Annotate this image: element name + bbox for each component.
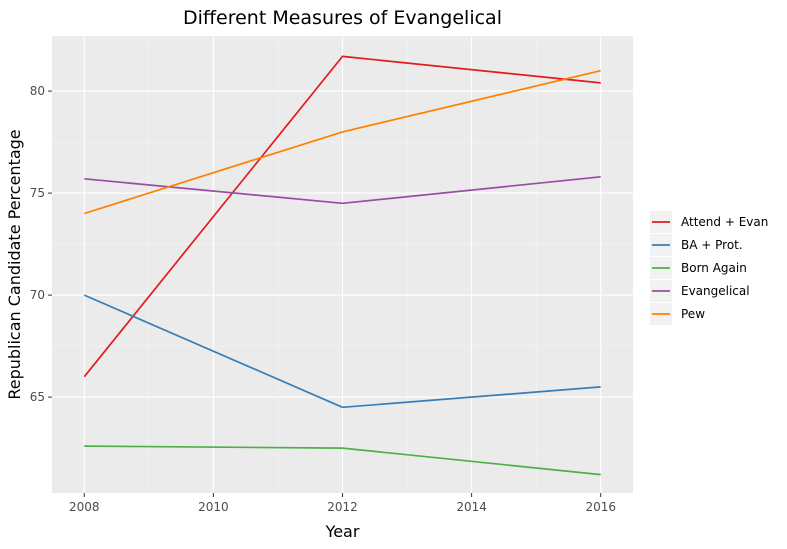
- series-line-born-again: [84, 445, 601, 476]
- x-tick-label: 2012: [327, 500, 358, 514]
- y-tick-label: 80: [30, 84, 45, 98]
- legend-label-pew: Pew: [681, 307, 705, 321]
- grid-major: [52, 36, 633, 493]
- series-lines: [83, 55, 601, 476]
- x-tick-label: 2014: [456, 500, 487, 514]
- x-tick-label: 2010: [198, 500, 229, 514]
- legend-label-born-again: Born Again: [681, 261, 747, 275]
- chart-title: Different Measures of Evangelical: [183, 7, 502, 29]
- y-tick-label: 75: [30, 186, 45, 200]
- x-axis-ticks: 2008 2010 2012 2014 2016: [69, 493, 616, 514]
- x-tick-label: 2008: [69, 500, 100, 514]
- y-tick-label: 70: [30, 288, 45, 302]
- legend: Attend + Evan BA + Prot. Born Again Evangel…: [650, 211, 768, 325]
- legend-label-evangelical: Evangelical: [681, 284, 750, 298]
- series-line-attend-evan: [83, 55, 601, 378]
- legend-label-attend-evan: Attend + Evan: [681, 215, 768, 229]
- series-line-ba-prot: [83, 294, 601, 409]
- y-axis-ticks: 65 70 75 80: [30, 84, 52, 404]
- y-axis-title: Republican Candidate Percentage: [5, 129, 24, 399]
- series-line-pew: [84, 69, 601, 215]
- legend-label-ba-prot: BA + Prot.: [681, 238, 743, 252]
- x-tick-label: 2016: [585, 500, 616, 514]
- x-axis-title: Year: [325, 522, 360, 541]
- y-tick-label: 65: [30, 390, 45, 404]
